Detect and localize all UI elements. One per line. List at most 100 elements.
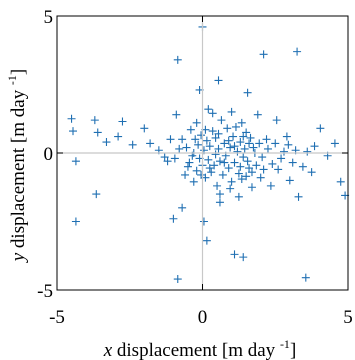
data-point — [182, 143, 191, 152]
data-point — [192, 166, 201, 175]
data-point — [173, 55, 182, 64]
x-tick-label: 0 — [198, 307, 208, 328]
plot-points — [67, 22, 350, 284]
data-point — [259, 50, 268, 59]
data-point — [258, 153, 267, 162]
data-point — [71, 157, 80, 166]
y-tick-label: -5 — [37, 281, 53, 302]
data-point — [223, 124, 232, 133]
data-point — [175, 144, 184, 153]
data-point — [214, 76, 223, 85]
data-point — [170, 154, 179, 163]
data-point — [197, 131, 206, 140]
data-point — [213, 181, 222, 190]
y-axis-var: y — [8, 252, 29, 263]
data-point — [208, 127, 217, 136]
data-point — [210, 161, 219, 170]
data-point — [217, 116, 226, 125]
x-axis-label: x displacement [m day -1] — [103, 337, 297, 360]
data-point — [247, 183, 256, 192]
data-point — [336, 177, 345, 186]
data-point — [189, 177, 198, 186]
data-point — [114, 132, 123, 141]
data-point — [234, 192, 243, 201]
data-point — [194, 140, 203, 149]
x-axis-close: ] — [290, 340, 296, 360]
data-point — [186, 125, 195, 134]
data-point — [71, 217, 80, 226]
x-axis-exp: -1 — [280, 337, 290, 351]
data-point — [227, 107, 236, 116]
data-point — [204, 155, 213, 164]
data-point — [215, 198, 224, 207]
data-point — [226, 184, 235, 193]
data-point — [211, 133, 220, 142]
data-point — [236, 138, 245, 147]
data-point — [226, 143, 235, 152]
data-point — [245, 139, 254, 148]
data-point — [93, 128, 102, 137]
data-point — [205, 164, 214, 173]
data-point — [163, 157, 172, 166]
data-point — [214, 144, 223, 153]
data-point — [263, 144, 272, 153]
data-point — [220, 158, 229, 167]
data-point — [230, 158, 239, 167]
data-point — [236, 162, 245, 171]
data-point — [229, 132, 238, 141]
data-point — [181, 170, 190, 179]
data-point — [262, 135, 271, 144]
data-point — [173, 275, 182, 284]
data-point — [160, 153, 169, 162]
data-point — [247, 168, 256, 177]
y-tick-label: 0 — [44, 144, 54, 165]
data-point — [255, 139, 264, 148]
data-point — [242, 172, 251, 181]
data-point — [239, 153, 248, 162]
data-point — [211, 150, 220, 159]
data-point — [197, 170, 206, 179]
data-point — [220, 139, 229, 148]
data-point — [102, 138, 111, 147]
data-point — [330, 139, 339, 148]
data-point — [256, 173, 265, 182]
data-point — [204, 105, 213, 114]
data-point — [237, 175, 246, 184]
data-point — [215, 190, 224, 199]
data-point — [316, 124, 325, 133]
data-point — [240, 144, 249, 153]
data-point — [279, 147, 288, 156]
data-point — [118, 117, 127, 126]
data-point — [185, 158, 194, 167]
data-point — [172, 110, 181, 119]
data-point — [242, 128, 251, 137]
data-point — [234, 169, 243, 178]
data-point — [224, 164, 233, 173]
data-point — [294, 192, 303, 201]
x-tick-label: -5 — [49, 307, 65, 328]
data-point — [191, 135, 200, 144]
data-point — [230, 250, 239, 259]
data-point — [205, 142, 214, 151]
data-point — [245, 164, 254, 173]
data-point — [146, 139, 155, 148]
x-axis-text: displacement [m day — [112, 340, 280, 360]
data-point — [214, 129, 223, 138]
data-point — [239, 253, 248, 262]
x-ticks: -5 0 5 — [49, 16, 353, 328]
data-point — [282, 132, 291, 141]
data-point — [67, 114, 76, 123]
data-point — [303, 147, 312, 156]
data-point — [272, 116, 281, 125]
data-point — [169, 214, 178, 223]
data-point — [192, 118, 201, 127]
data-point — [178, 203, 187, 212]
data-point — [266, 181, 275, 190]
data-point — [215, 157, 224, 166]
data-point — [253, 110, 262, 119]
data-point — [183, 162, 192, 171]
data-point — [301, 273, 310, 282]
data-point — [92, 190, 101, 199]
data-point — [199, 217, 208, 226]
x-tick-label: 5 — [343, 307, 353, 328]
